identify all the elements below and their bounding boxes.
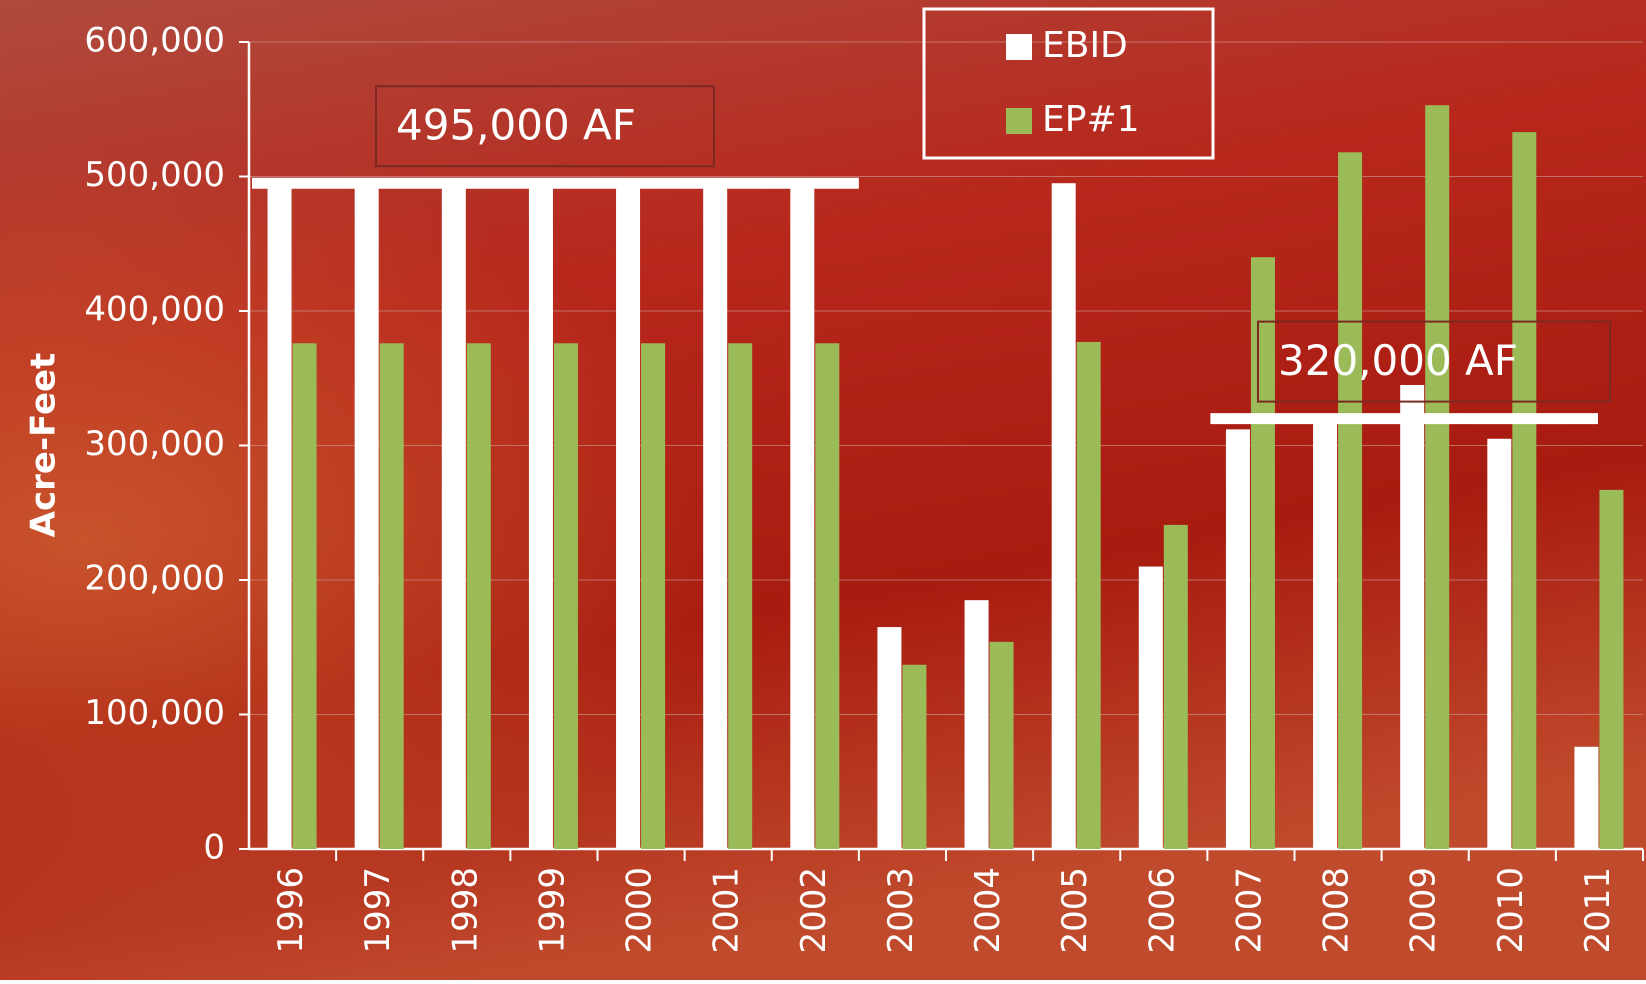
x-tick-label: 2011 <box>1578 867 1618 954</box>
bar <box>965 600 989 849</box>
bar <box>703 183 727 849</box>
y-tick-label: 200,000 <box>84 559 225 599</box>
x-tick-label: 2009 <box>1404 867 1444 954</box>
x-tick-label: 2007 <box>1229 867 1269 954</box>
legend-swatch <box>1006 108 1032 134</box>
x-tick-label: 2000 <box>620 867 660 954</box>
annotation-label: 320,000 AF <box>1278 336 1518 385</box>
bar <box>902 665 926 849</box>
legend-label: EP#1 <box>1042 99 1140 140</box>
x-tick-label: 2010 <box>1491 867 1531 954</box>
y-tick-label: 400,000 <box>84 290 225 330</box>
bar <box>877 627 901 849</box>
x-tick-label: 1997 <box>358 867 398 954</box>
bar <box>467 343 491 849</box>
bar <box>1512 132 1536 849</box>
bar <box>1251 257 1275 849</box>
bar <box>728 343 752 849</box>
x-tick-label: 2005 <box>1055 867 1095 954</box>
bar <box>442 183 466 849</box>
bar <box>790 183 814 849</box>
bar <box>529 183 553 849</box>
x-tick-label: 2006 <box>1142 867 1182 954</box>
x-tick-label: 1998 <box>445 867 485 954</box>
legend-swatch <box>1006 34 1032 60</box>
x-tick-label: 2004 <box>968 867 1008 954</box>
bar <box>1052 183 1076 849</box>
annotation-label: 495,000 AF <box>396 101 636 150</box>
bar <box>1139 567 1163 849</box>
legend-label: EBID <box>1042 25 1128 66</box>
bar <box>554 343 578 849</box>
bar <box>268 183 292 849</box>
bar <box>1487 439 1511 849</box>
bar <box>1400 385 1424 849</box>
y-tick-label: 300,000 <box>84 424 225 464</box>
x-tick-label: 2001 <box>707 867 747 954</box>
x-tick-label: 2003 <box>881 867 921 954</box>
bar <box>1425 105 1449 849</box>
bar <box>990 642 1014 849</box>
bar <box>1574 747 1598 849</box>
x-tick-label: 2002 <box>794 867 834 954</box>
bar <box>355 183 379 849</box>
page: Acre-Feet 0 100,000 200,000 300,000 400,000 5… <box>0 0 1646 980</box>
bar <box>641 343 665 849</box>
y-axis-label: Acre-Feet <box>24 353 64 538</box>
bar <box>380 343 404 849</box>
bar <box>1599 490 1623 849</box>
x-tick-label: 1999 <box>532 867 572 954</box>
y-tick-label: 100,000 <box>84 693 225 733</box>
bar <box>1226 429 1250 849</box>
y-tick-label: 500,000 <box>84 155 225 195</box>
bar <box>1313 419 1337 849</box>
x-tick-label: 2008 <box>1317 867 1357 954</box>
bar <box>1338 152 1362 849</box>
bar <box>1164 525 1188 849</box>
bar <box>1077 342 1101 849</box>
y-tick-label: 0 <box>203 828 225 868</box>
y-tick-label: 600,000 <box>84 21 225 61</box>
bar <box>616 183 640 849</box>
bar <box>293 343 317 849</box>
chart: Acre-Feet 0 100,000 200,000 300,000 400,000 5… <box>0 0 1646 980</box>
x-tick-label: 1996 <box>271 867 311 954</box>
bar <box>815 343 839 849</box>
